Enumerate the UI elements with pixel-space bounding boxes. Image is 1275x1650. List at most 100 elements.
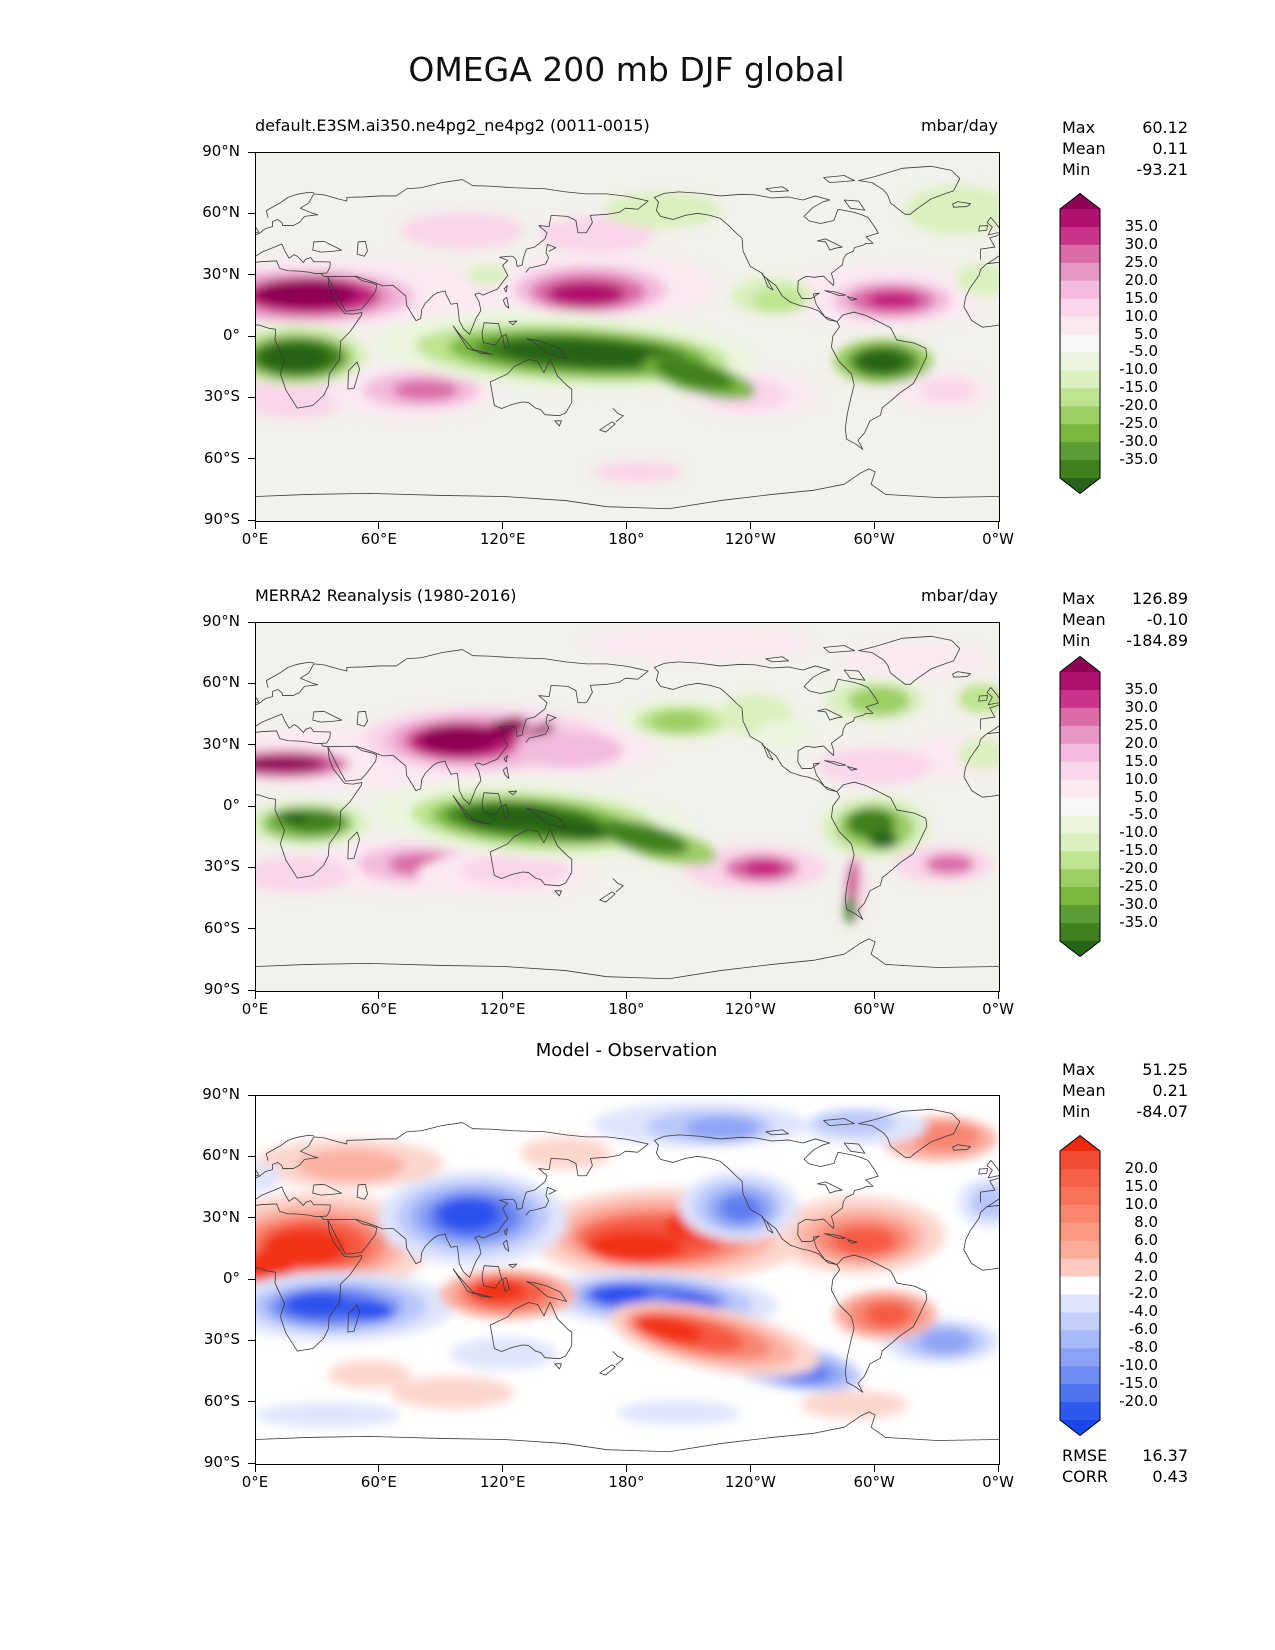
stat-value: -84.07 — [1136, 1102, 1188, 1121]
stat-value: 51.25 — [1142, 1060, 1188, 1079]
lon-tick-label: 60°W — [853, 1473, 895, 1491]
contour-blob — [344, 1300, 395, 1321]
contour-blob — [924, 854, 975, 875]
lat-tick-label: 60°S — [203, 1391, 240, 1410]
stat-value: 60.12 — [1142, 118, 1188, 137]
contour-blob — [256, 279, 358, 309]
contour-blob — [256, 1163, 281, 1193]
lon-tick-mark — [997, 1465, 999, 1472]
stat-row: Min -184.89 — [1062, 630, 1188, 651]
contour-blob — [588, 1230, 684, 1264]
lat-tick-label: 30°N — [202, 734, 240, 753]
metric-label: RMSE — [1062, 1446, 1108, 1465]
lon-tick-mark — [378, 992, 380, 999]
colorbar-segment — [1060, 689, 1100, 709]
lon-tick-label: 120°E — [479, 1000, 526, 1018]
colorbar-segment — [1060, 1366, 1100, 1385]
colorbar-segment — [1060, 280, 1100, 300]
colorbar-tick-label: -20.0 — [1119, 1392, 1158, 1411]
contour-blob — [400, 212, 525, 250]
colorbar-arrow-top — [1060, 193, 1100, 209]
colorbar-tick-label: 5.0 — [1134, 787, 1158, 806]
colorbar-tick-label: 10.0 — [1124, 306, 1158, 325]
lat-tick-label: 0° — [222, 326, 240, 344]
colorbar-tick-label: 10.0 — [1124, 1194, 1158, 1213]
colorbar-arrow-bottom — [1060, 478, 1100, 494]
contour-blob — [617, 1400, 742, 1426]
lat-tick-label: 90°N — [202, 142, 240, 160]
lat-tick-mark — [248, 396, 255, 398]
panel-difference-stats: Max 51.25 Mean 0.21 Min -84.07 — [1062, 1059, 1188, 1122]
panel-model-units: mbar/day — [921, 116, 998, 135]
colorbar-tick-label: 6.0 — [1134, 1230, 1158, 1249]
contour-blob — [653, 357, 734, 390]
lat-tick-label: 90°S — [203, 980, 240, 998]
contour-blob — [470, 1278, 525, 1302]
colorbar-segment — [1060, 869, 1100, 888]
lon-tick-label: 120°W — [724, 530, 776, 548]
colorbar-outline — [1059, 655, 1101, 958]
colorbar-segment — [1060, 316, 1100, 335]
colorbar-tick-label: 15.0 — [1124, 751, 1158, 770]
colorbar-tick-label: -35.0 — [1119, 450, 1158, 469]
lon-tick-mark — [626, 1465, 627, 1472]
colorbar-segment — [1060, 388, 1100, 407]
colorbar-tick-label: -15.0 — [1119, 1374, 1158, 1393]
lat-tick-mark — [248, 458, 255, 460]
lon-tick-mark — [378, 1465, 380, 1472]
colorbar-segment — [1060, 334, 1100, 353]
colorbar-tick-label: -10.0 — [1119, 1356, 1158, 1375]
colorbar-tick-label: 25.0 — [1124, 252, 1158, 271]
lat-tick-mark — [248, 519, 255, 521]
colorbar-segment — [1060, 370, 1100, 389]
lat-tick-mark — [248, 682, 255, 684]
contour-blob — [844, 894, 857, 924]
colorbar-segment — [1060, 833, 1100, 852]
lon-tick-label: 60°W — [853, 1000, 895, 1018]
colorbar-tick-label: 20.0 — [1124, 270, 1158, 289]
contour-blob — [328, 1359, 411, 1389]
panel-reanalysis-map — [255, 622, 1000, 992]
contour-blob — [392, 379, 459, 401]
lon-tick-label: 120°E — [479, 1473, 526, 1491]
metric-label: CORR — [1062, 1467, 1108, 1486]
colorbar-tick-label: 10.0 — [1124, 769, 1158, 788]
lat-tick-label: 90°S — [203, 1453, 240, 1471]
colorbar-segment — [1060, 1312, 1100, 1331]
stat-value: 126.89 — [1132, 589, 1188, 608]
colorbar-tick-label: 2.0 — [1134, 1266, 1158, 1285]
colorbar-segment — [1060, 923, 1100, 942]
lon-tick-label: 60°E — [360, 1473, 397, 1491]
lat-tick-label: 0° — [222, 1269, 240, 1287]
contour-blob — [437, 1198, 500, 1231]
contour-blob — [547, 281, 626, 307]
colorbar-segment — [1060, 460, 1100, 479]
colorbar-outline — [1059, 192, 1101, 495]
colorbar-segment — [1060, 262, 1100, 282]
colorbar-tick-label: 4.0 — [1134, 1248, 1158, 1267]
contour-blob — [599, 820, 689, 855]
lat-tick-label: 60°S — [203, 918, 240, 937]
colorbar-segment — [1060, 672, 1100, 691]
lat-tick-label: 60°N — [202, 1146, 240, 1165]
lat-tick-label: 90°N — [202, 1085, 240, 1103]
colorbar-difference — [1059, 1134, 1101, 1437]
contour-blob — [751, 287, 805, 313]
contour-blob — [720, 1195, 762, 1222]
lon-tick-label: 0°E — [241, 530, 269, 548]
lat-tick-label: 90°N — [202, 612, 240, 630]
stat-row: Max 51.25 — [1062, 1059, 1188, 1080]
contour-blob — [538, 216, 655, 254]
colorbar-tick-label: 35.0 — [1124, 679, 1158, 698]
lat-tick-mark — [248, 744, 255, 746]
lat-tick-mark — [248, 151, 255, 153]
contour-blob — [466, 265, 508, 286]
colorbar-segment — [1060, 1348, 1100, 1367]
lat-tick-label: 90°S — [203, 510, 240, 528]
lon-tick-mark — [873, 522, 875, 529]
lon-tick-label: 60°E — [360, 1000, 397, 1018]
lat-tick-label: 60°N — [202, 203, 240, 222]
contour-blob — [520, 1136, 611, 1170]
lon-tick-mark — [254, 522, 256, 529]
lat-tick-mark — [248, 335, 255, 337]
